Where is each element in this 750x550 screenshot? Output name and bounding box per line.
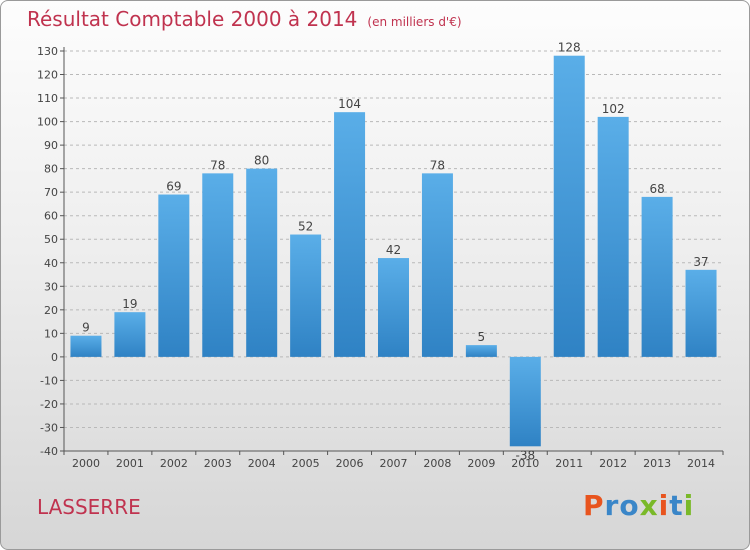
data-label: 80 [254,154,269,168]
y-tick-label: -10 [40,374,58,387]
data-label: 37 [693,255,708,269]
data-label: -38 [515,448,535,462]
data-label: 69 [166,180,181,194]
logo-letter: o [619,489,640,522]
data-label: 78 [430,158,445,172]
x-tick-label: 2014 [687,457,715,470]
bar [158,194,190,357]
place-name: LASSERRE [37,495,141,519]
x-tick-label: 2008 [423,457,451,470]
data-label: 9 [82,321,90,335]
data-label: 5 [478,330,486,344]
y-tick-label: 60 [44,210,58,223]
y-tick-label: -20 [40,398,58,411]
y-tick-label: -40 [40,445,58,458]
y-tick-label: 130 [37,45,58,58]
bar [202,173,234,357]
x-tick-label: 2000 [72,457,100,470]
x-tick-label: 2002 [160,457,188,470]
bar [509,356,541,447]
y-tick-label: 70 [44,186,58,199]
bar [114,312,146,357]
y-tick-label: 120 [37,69,58,82]
logo-letter: i [683,489,695,522]
data-label: 52 [298,220,313,234]
x-tick-label: 2003 [204,457,232,470]
logo-letter: i [658,489,670,522]
data-label: 42 [386,243,401,257]
bar [246,168,278,357]
y-tick-label: -30 [40,421,58,434]
chart-subtitle: (en milliers d'€) [367,15,462,29]
x-tick-label: 2010 [511,457,539,470]
logo-letter: P [583,489,605,522]
x-tick-label: 2004 [248,457,276,470]
bar [334,112,366,357]
bar [641,196,673,357]
title-text: Résultat Comptable 2000 à 2014 [27,7,358,31]
y-tick-label: 10 [44,327,58,340]
y-tick-label: 80 [44,163,58,176]
y-tick-label: 30 [44,280,58,293]
bar [553,55,585,357]
x-tick-label: 2005 [292,457,320,470]
logo-letter: t [669,489,684,522]
x-tick-label: 2007 [380,457,408,470]
logo-letter: x [639,489,659,522]
x-tick-label: 2013 [643,457,671,470]
y-tick-label: 50 [44,233,58,246]
y-tick-label: 110 [37,92,58,105]
x-tick-label: 2011 [555,457,583,470]
y-tick-label: 0 [51,351,58,364]
x-tick-label: 2001 [116,457,144,470]
logo-letter: r [604,489,620,522]
data-label: 128 [558,41,581,55]
y-tick-label: 20 [44,304,58,317]
data-label: 104 [338,97,361,111]
bar [465,345,497,357]
data-label: 102 [602,102,625,116]
bar [685,269,717,357]
x-tick-label: 2009 [467,457,495,470]
bar [290,234,322,357]
bar [70,335,102,357]
bar [378,258,409,357]
y-tick-label: 100 [37,116,58,129]
chart-title: Résultat Comptable 2000 à 2014 (en millie… [27,7,462,31]
data-label: 19 [122,297,137,311]
data-label: 68 [649,182,664,196]
y-tick-label: 90 [44,139,58,152]
bar [597,116,629,357]
proxiti-logo: Proxiti [583,489,694,522]
x-tick-label: 2006 [336,457,364,470]
y-tick-label: 40 [44,257,58,270]
x-tick-label: 2012 [599,457,627,470]
data-label: 78 [210,158,225,172]
bar [421,173,453,357]
